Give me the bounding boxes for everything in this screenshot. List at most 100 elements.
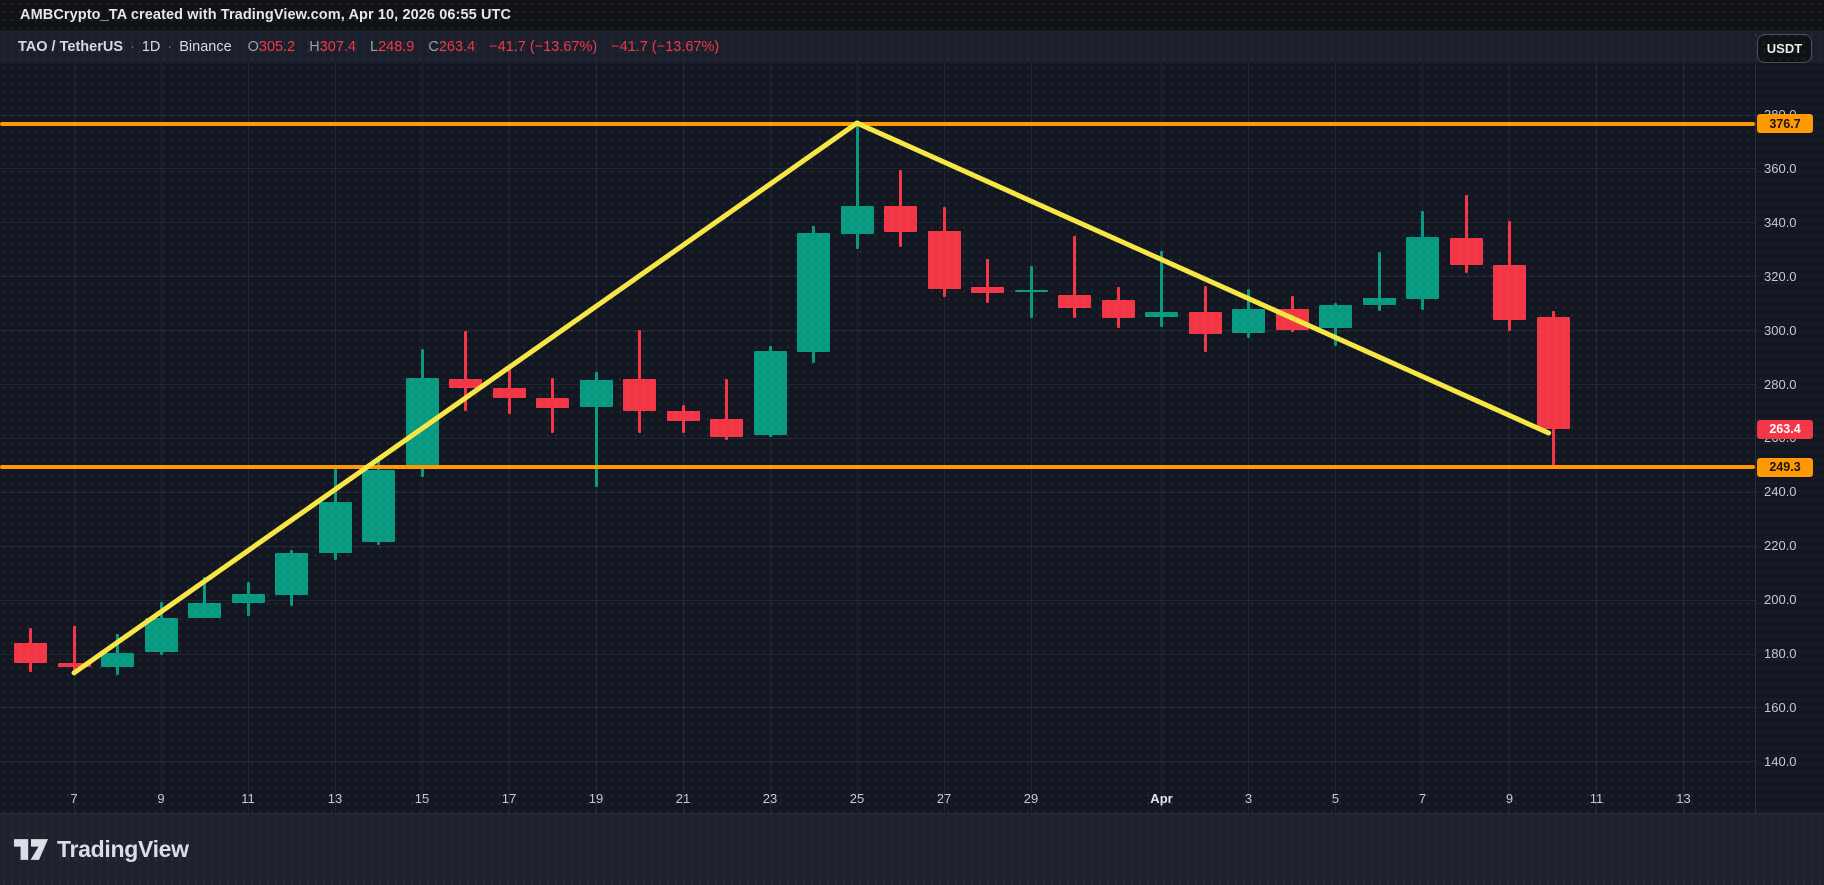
close-value: 263.4 [438, 38, 476, 55]
time-axis-label[interactable]: 27 [936, 791, 952, 806]
ohlc-readout: O305.2 H307.4 L248.9 C263.4 [248, 39, 476, 55]
time-axis-label[interactable]: 19 [588, 791, 604, 806]
time-axis-label[interactable]: 13 [327, 791, 343, 806]
time-axis-label[interactable]: Apr [1150, 791, 1173, 806]
vertical-gridline [1683, 63, 1684, 813]
price-tick-label: 340.0 [1764, 214, 1797, 230]
attribution-bar: AMBCrypto_TA created with TradingView.co… [0, 0, 1824, 30]
candle-body[interactable] [579, 379, 613, 407]
candle-body[interactable] [1493, 265, 1526, 321]
candle-body[interactable] [753, 350, 787, 436]
candle-body[interactable] [1014, 289, 1048, 293]
candle-body[interactable] [362, 470, 395, 542]
time-axis-label[interactable]: 9 [1505, 791, 1514, 806]
time-axis-label[interactable]: 9 [157, 791, 165, 806]
time-axis-label[interactable]: 7 [70, 791, 78, 806]
horizontal-level-line-support[interactable] [0, 465, 1755, 470]
attribution-text: AMBCrypto_TA created with TradingView.co… [20, 7, 512, 23]
candle-wick [1029, 265, 1033, 319]
candle-body[interactable] [405, 378, 439, 469]
candle-body[interactable] [492, 387, 526, 399]
time-axis-label[interactable]: 3 [1244, 791, 1253, 806]
time-axis-label[interactable]: 21 [675, 791, 691, 806]
candle-body[interactable] [1145, 311, 1178, 318]
vertical-gridline [160, 63, 162, 813]
candle-body[interactable] [144, 617, 178, 653]
time-axis-label[interactable]: 13 [1676, 791, 1691, 806]
candle-body[interactable] [188, 603, 221, 618]
low-value: 248.9 [378, 38, 415, 55]
high-label: H [309, 38, 320, 55]
candle-body[interactable] [840, 206, 874, 235]
time-axis-label[interactable]: 7 [1418, 791, 1427, 806]
price-tick-label: 280.0 [1764, 376, 1797, 392]
candle-body[interactable] [1058, 295, 1091, 308]
candle-wick [986, 259, 989, 303]
separator-dot: · [130, 38, 135, 55]
candle-body[interactable] [318, 502, 352, 554]
vertical-gridline [334, 63, 336, 813]
horizontal-level-line-resistance[interactable] [0, 121, 1755, 126]
candle-body[interactable] [1275, 309, 1309, 331]
candle-body[interactable] [14, 643, 47, 663]
symbol-name[interactable]: TAO / TetherUS [18, 38, 123, 55]
candle-body[interactable] [1188, 311, 1222, 335]
time-axis-label[interactable]: 17 [501, 791, 517, 806]
candle-body[interactable] [797, 233, 830, 353]
price-tick-label: 180.0 [1764, 646, 1797, 661]
horizontal-gridline [0, 707, 1755, 709]
vertical-gridline [1030, 63, 1032, 813]
price-scale[interactable]: 380.0360.0340.0320.0300.0280.0260.0240.0… [1755, 63, 1824, 814]
candle-wick [72, 625, 76, 675]
candle-body[interactable] [231, 593, 265, 604]
candle-body[interactable] [927, 230, 961, 290]
high-value: 307.4 [319, 38, 356, 55]
candle-body[interactable] [710, 419, 743, 437]
time-axis-label[interactable]: 11 [1589, 791, 1604, 806]
low-label: L [370, 38, 379, 55]
interval-value[interactable]: 1D [141, 38, 161, 55]
candle-body[interactable] [884, 206, 917, 232]
candle-body[interactable] [275, 552, 308, 595]
candle-body[interactable] [57, 663, 91, 668]
time-axis-label[interactable]: 5 [1331, 791, 1340, 806]
vertical-gridline [73, 63, 75, 813]
price-tick-label: 360.0 [1764, 160, 1797, 176]
candle-body[interactable] [101, 653, 134, 667]
horizontal-gridline [0, 330, 1755, 332]
currency-toggle-button[interactable]: USDT [1757, 34, 1812, 63]
horizontal-gridline [0, 599, 1755, 601]
bottom-toolbar: TradingView [0, 814, 1824, 885]
candle-body[interactable] [971, 287, 1004, 293]
vertical-gridline [943, 63, 945, 813]
close-label: C [428, 38, 439, 55]
candle-body[interactable] [1449, 237, 1483, 266]
candle-body[interactable] [1319, 304, 1352, 329]
time-axis-label[interactable]: 15 [414, 791, 430, 806]
horizontal-gridline [0, 653, 1755, 655]
horizontal-gridline [0, 114, 1755, 116]
time-axis-label[interactable]: 25 [849, 791, 865, 806]
candle-body[interactable] [1406, 236, 1439, 300]
price-tick-label: 300.0 [1764, 322, 1797, 338]
vertical-gridline [769, 63, 771, 813]
time-axis-label[interactable]: 23 [762, 791, 778, 806]
time-axis-label[interactable]: 11 [241, 791, 255, 806]
candle-body[interactable] [449, 379, 482, 389]
tradingview-logo[interactable]: TradingView [14, 836, 189, 863]
time-axis-label[interactable]: 29 [1023, 791, 1039, 806]
candle-body[interactable] [1536, 316, 1570, 430]
candle-body[interactable] [1101, 299, 1135, 319]
candle-body[interactable] [623, 379, 656, 411]
candlestick-chart-pane[interactable]: 7 9 11 13 15 17 19 21 23 25 27 29 Apr 3 5 7 9 11 13 [0, 63, 1755, 814]
horizontal-gridline [0, 168, 1755, 170]
tradingview-logo-text: TradingView [57, 836, 189, 862]
horizontal-gridline [0, 491, 1755, 493]
candle-body[interactable] [666, 410, 700, 421]
descending-trendline[interactable] [854, 120, 1552, 436]
candle-body[interactable] [1232, 308, 1265, 333]
candle-body[interactable] [1362, 298, 1396, 305]
candle-body[interactable] [536, 397, 569, 408]
price-tick-label: 140.0 [1764, 753, 1797, 769]
horizontal-gridline [0, 437, 1755, 439]
